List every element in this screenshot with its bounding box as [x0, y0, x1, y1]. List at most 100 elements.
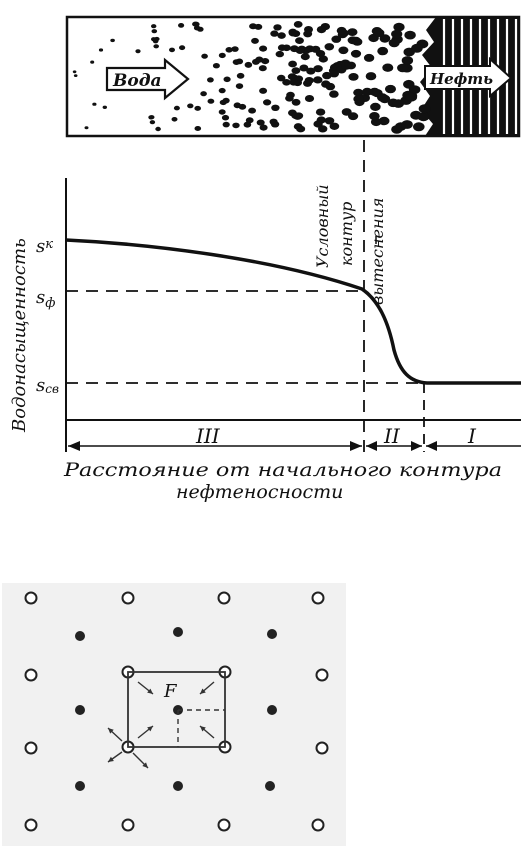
water-droplet: [291, 67, 301, 74]
water-droplet: [98, 48, 104, 52]
water-droplet: [173, 105, 180, 111]
water-droplet: [149, 120, 156, 125]
water-droplet: [295, 37, 304, 44]
water-droplet: [325, 82, 336, 91]
injection-well: [24, 818, 38, 832]
flow-arrows: [107, 681, 215, 769]
water-droplet: [269, 118, 278, 126]
water-droplet: [291, 98, 301, 106]
water-droplet: [353, 95, 364, 103]
water-droplet: [187, 103, 194, 109]
water-droplet: [72, 70, 77, 74]
water-droplet: [288, 60, 297, 68]
water-droplet: [401, 56, 414, 65]
water-droplet: [244, 61, 253, 68]
water-droplet: [348, 73, 359, 81]
water-droplet: [304, 77, 314, 84]
water-droplet: [263, 99, 272, 106]
water-droplet: [270, 30, 279, 37]
water-droplet: [329, 70, 340, 78]
production-well: [173, 627, 183, 637]
water-droplet: [232, 122, 240, 129]
water-droplet: [370, 102, 381, 111]
flow-arrowhead: [147, 726, 153, 732]
water-label: Вода: [112, 71, 162, 91]
water-droplet: [418, 104, 431, 114]
water-droplet: [350, 49, 362, 58]
water-droplet: [207, 77, 214, 83]
water-droplet: [92, 102, 97, 106]
water-arrow: Вода: [105, 57, 190, 101]
water-droplet: [300, 53, 310, 61]
water-droplet: [256, 119, 265, 126]
contour-label-line3: вытеснения: [368, 198, 387, 305]
water-droplet: [212, 62, 220, 69]
injection-well: [315, 668, 329, 682]
water-droplet: [194, 105, 201, 111]
production-well: [75, 781, 85, 791]
water-droplet: [294, 112, 304, 120]
water-droplet: [273, 24, 282, 31]
water-droplet: [254, 23, 263, 30]
water-droplet: [248, 107, 256, 114]
zone-III-label: III: [195, 424, 221, 448]
water-droplet: [411, 43, 423, 53]
water-droplet: [84, 126, 89, 130]
water-droplet: [404, 30, 416, 40]
zone-arrows: [68, 441, 521, 451]
water-droplet: [277, 74, 286, 82]
production-well: [75, 631, 85, 641]
water-droplet: [377, 46, 389, 56]
water-droplet: [289, 78, 299, 86]
sc-label: sсв: [36, 375, 59, 396]
water-droplet: [218, 87, 226, 94]
water-droplet: [315, 108, 326, 116]
flow-arrowhead: [147, 688, 153, 694]
water-droplet: [233, 102, 241, 109]
water-droplet: [303, 30, 313, 38]
water-droplet: [316, 26, 327, 34]
water-droplet: [200, 91, 207, 97]
water-droplet: [382, 63, 394, 72]
water-droplet: [236, 72, 245, 79]
water-droplet: [222, 121, 230, 128]
water-droplet: [324, 43, 335, 51]
well-markers: [24, 591, 329, 832]
water-droplet: [277, 32, 286, 39]
contour-label-line1: Условный: [313, 184, 332, 268]
water-droplet: [179, 45, 186, 51]
water-droplet: [135, 49, 141, 54]
saturation-graph: sк sф sсв Водонасыщенность Условный конт…: [9, 140, 521, 503]
f-label: F: [163, 681, 178, 702]
water-droplet: [417, 112, 430, 122]
water-droplet: [293, 21, 303, 28]
water-droplet: [391, 125, 403, 134]
water-droplet: [90, 60, 95, 64]
water-droplet: [243, 121, 252, 128]
water-droplet: [285, 95, 294, 102]
contour-label-line2: контур: [337, 202, 356, 266]
water-droplet: [282, 44, 291, 52]
water-droplet: [388, 38, 400, 48]
water-droplet: [299, 64, 309, 72]
water-droplet: [331, 35, 342, 43]
injection-well: [24, 668, 38, 682]
injection-well: [315, 741, 329, 755]
water-droplet: [313, 120, 323, 128]
injection-well: [121, 818, 135, 832]
water-droplets: [72, 21, 431, 134]
injection-well: [217, 818, 231, 832]
water-droplet: [148, 115, 154, 120]
water-droplet: [259, 124, 268, 131]
saturation-curve: [65, 238, 521, 385]
water-droplet: [178, 23, 185, 28]
water-droplet: [401, 120, 413, 129]
water-droplet: [218, 109, 226, 115]
water-droplet: [405, 92, 418, 102]
water-droplet: [295, 47, 305, 54]
water-droplet: [391, 29, 403, 39]
water-droplet: [153, 44, 159, 49]
water-droplet: [225, 47, 233, 53]
water-droplet: [218, 52, 226, 59]
